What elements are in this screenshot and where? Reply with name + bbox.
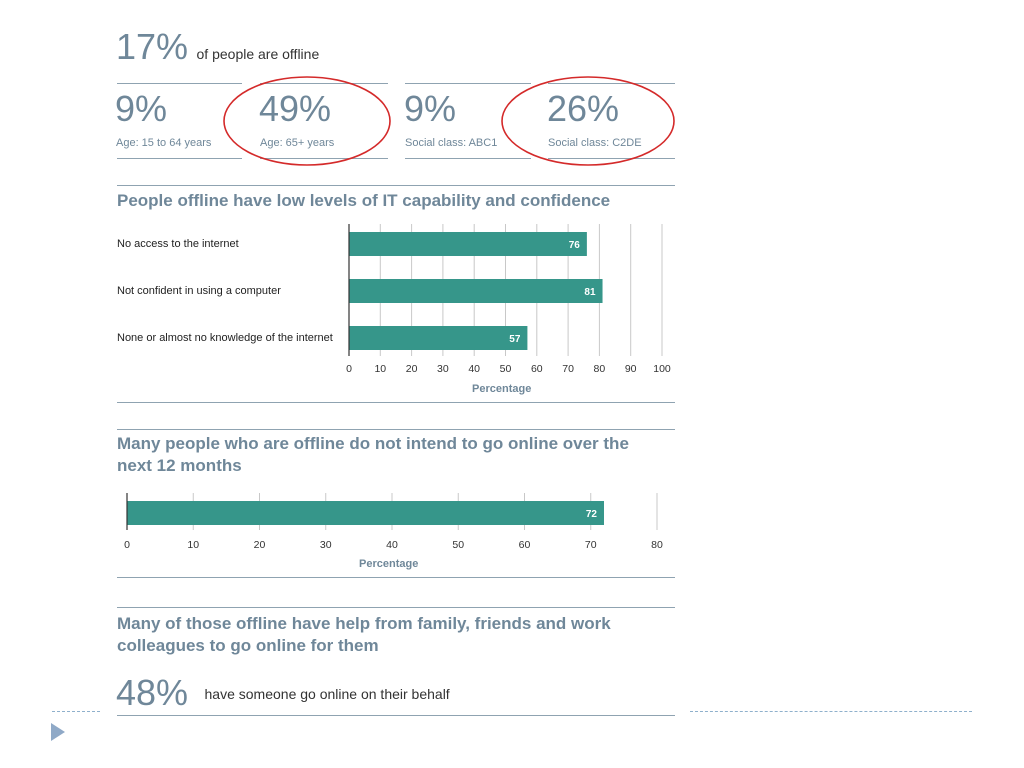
chart1-category-label: No access to the internet: [117, 238, 239, 250]
chart1-data-label: 57: [509, 334, 521, 345]
section3-title: Many of those offline have help from fam…: [117, 614, 611, 655]
chart2-tick-label: 60: [519, 539, 531, 551]
section3-value: 48%: [116, 672, 189, 713]
stat-label: Social class: C2DE: [548, 137, 642, 149]
footer-dashed-rule: [690, 711, 972, 712]
headline: 17% of people are offline: [116, 26, 319, 68]
stat-value: 9%: [115, 88, 168, 129]
footer-dashed-rule: [52, 711, 100, 712]
chart1-tick-label: 10: [374, 363, 386, 375]
stat-rule: [260, 83, 388, 84]
chart1-plot: 76 81 57 0 10 20 30 40 50 60 70 80 90 100: [346, 224, 671, 375]
stat-rule: [117, 158, 242, 159]
section-rule: [117, 402, 675, 403]
highlight-circle: [501, 76, 675, 166]
chart1-tick-label: 0: [346, 363, 352, 375]
chart2-tick-label: 80: [651, 539, 663, 551]
chart1-tick-label: 30: [437, 363, 449, 375]
section3-text: have someone go online on their behalf: [204, 686, 450, 702]
chart2-tick-label: 0: [124, 539, 130, 551]
chart2-tick-label: 30: [320, 539, 332, 551]
section-rule: [117, 607, 675, 608]
chart1-data-label: 76: [569, 240, 581, 251]
chart1-title: People offline have low levels of IT cap…: [117, 191, 611, 210]
stat-value: 9%: [404, 88, 457, 129]
section-rule: [117, 577, 675, 578]
section-rule: [117, 185, 675, 186]
chart2-tick-label: 10: [187, 539, 199, 551]
stat-rule: [260, 158, 388, 159]
chart2-tick-label: 40: [386, 539, 398, 551]
chart1-tick-label: 50: [500, 363, 512, 375]
chart1-tick-label: 40: [468, 363, 480, 375]
stat-rule: [405, 83, 531, 84]
annotation-layer: [223, 76, 675, 166]
chart2-tick-label: 50: [452, 539, 464, 551]
stat-rule: [117, 83, 242, 84]
chart1-xlabel: Percentage: [472, 383, 532, 395]
headline-value: 17%: [116, 26, 189, 67]
headline-text: of people are offline: [196, 46, 320, 62]
chart1-category-label: Not confident in using a computer: [117, 285, 281, 297]
play-triangle-icon[interactable]: [50, 722, 66, 742]
chart1-data-label: 81: [584, 287, 596, 298]
chart2-tick-label: 20: [254, 539, 266, 551]
chart1-bar: [349, 232, 587, 256]
section3-stat: 48% have someone go online on their beha…: [116, 672, 450, 714]
chart1-bar: [349, 326, 528, 350]
chart2-xlabel: Percentage: [359, 558, 419, 570]
stat-label: Social class: ABC1: [405, 137, 498, 149]
chart1-tick-label: 70: [562, 363, 574, 375]
chart1-tick-label: 100: [653, 363, 671, 375]
chart1-category-label: None or almost no knowledge of the inter…: [117, 332, 333, 344]
chart1-bar: [349, 279, 603, 303]
stat-rule: [548, 83, 675, 84]
stat-label: Age: 65+ years: [260, 137, 335, 149]
stat-rule: [405, 158, 531, 159]
stat-rule: [548, 158, 675, 159]
chart2-title: Many people who are offline do not inten…: [117, 434, 629, 475]
chart1-tick-label: 80: [594, 363, 606, 375]
chart1-tick-label: 60: [531, 363, 543, 375]
stat-label: Age: 15 to 64 years: [116, 137, 212, 149]
highlight-circle: [223, 76, 391, 166]
chart1-tick-label: 90: [625, 363, 637, 375]
chart2-tick-label: 70: [585, 539, 597, 551]
chart2-plot: 72 0 10 20 30 40 50 60 70 80: [124, 493, 663, 551]
chart2-bar: [127, 501, 604, 525]
chart2-data-label: 72: [586, 509, 598, 520]
stat-value: 26%: [547, 88, 620, 129]
section-rule: [117, 429, 675, 430]
chart1-tick-label: 20: [406, 363, 418, 375]
stat-value: 49%: [259, 88, 332, 129]
section-rule: [117, 715, 675, 716]
